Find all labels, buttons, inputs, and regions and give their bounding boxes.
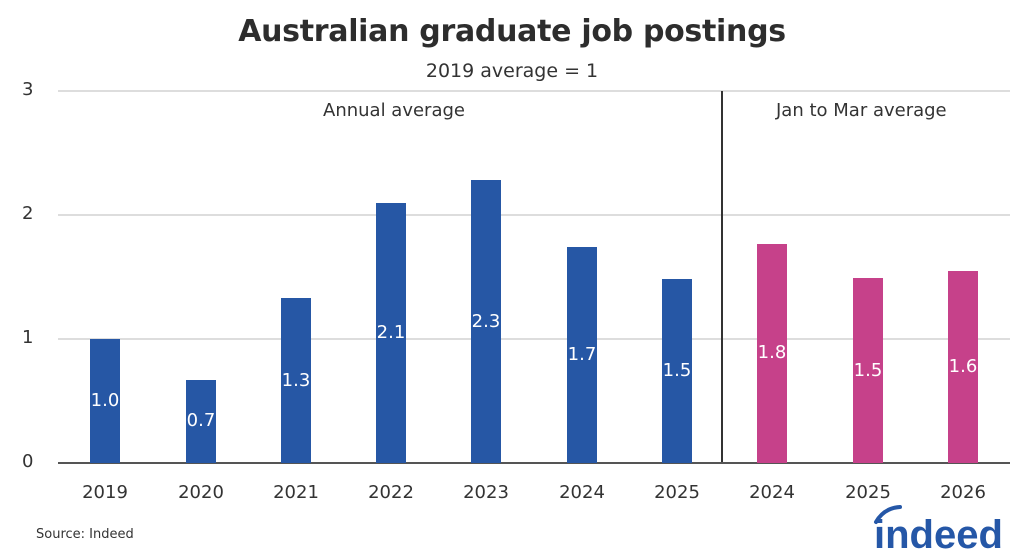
x-tick-label: 2025 xyxy=(654,482,700,503)
x-tick-label: 2022 xyxy=(368,482,414,503)
y-tick-3: 3 xyxy=(22,79,34,100)
bar-value-label: 1.5 xyxy=(662,360,692,382)
bar-value-label: 2.1 xyxy=(376,321,406,343)
period-divider xyxy=(721,91,723,463)
gridline-1 xyxy=(58,338,1010,340)
bar-annual-2022 xyxy=(376,202,406,463)
bar-annual-2019 xyxy=(90,339,120,463)
bar-janmar-2024 xyxy=(757,243,787,463)
indeed-logo: indeed xyxy=(870,502,1020,557)
bar-value-label: 1.8 xyxy=(757,342,787,364)
bar-annual-2020 xyxy=(186,379,216,463)
source-note: Source: Indeed xyxy=(36,527,134,542)
x-tick-label: 2021 xyxy=(273,482,319,503)
x-tick-label: 2020 xyxy=(178,482,224,503)
x-tick-label: 2025 xyxy=(845,482,891,503)
bar-janmar-2025 xyxy=(853,278,883,463)
y-tick-0: 0 xyxy=(22,451,34,472)
bar-janmar-2026 xyxy=(948,270,978,463)
bar-annual-2024 xyxy=(567,247,597,463)
logo-text: indeed xyxy=(874,513,1003,556)
chart-subtitle: 2019 average = 1 xyxy=(425,60,599,82)
chart-title: Australian graduate job postings xyxy=(238,14,786,49)
bar-annual-2021 xyxy=(281,298,311,463)
bar-value-label: 1.0 xyxy=(90,390,120,411)
y-tick-1: 1 xyxy=(22,327,34,348)
y-tick-2: 2 xyxy=(22,203,34,224)
bar-value-label: 0.7 xyxy=(186,410,216,432)
x-tick-label: 2019 xyxy=(82,482,128,503)
x-tick-label: 2023 xyxy=(463,482,509,503)
bar-value-label: 1.7 xyxy=(567,344,597,366)
gridline-3 xyxy=(58,90,1010,92)
bar-annual-2025 xyxy=(662,279,692,463)
x-tick-label: 2024 xyxy=(749,482,795,503)
bar-value-label: 1.6 xyxy=(948,355,978,377)
gridline-2 xyxy=(58,214,1010,216)
x-tick-label: 2026 xyxy=(940,482,986,503)
indeed-logo-icon: indeed xyxy=(874,505,1003,557)
annotation-annual-average: Annual average xyxy=(323,100,465,121)
bar-value-label: 1.3 xyxy=(281,369,311,391)
bar-value-label: 1.5 xyxy=(853,359,883,381)
x-tick-label: 2024 xyxy=(559,482,605,503)
bar-annual-2023 xyxy=(471,180,501,463)
annotation-jan-to-mar-average: Jan to Mar average xyxy=(776,100,947,121)
x-axis-line xyxy=(58,462,1010,464)
bar-value-label: 2.3 xyxy=(471,310,501,332)
